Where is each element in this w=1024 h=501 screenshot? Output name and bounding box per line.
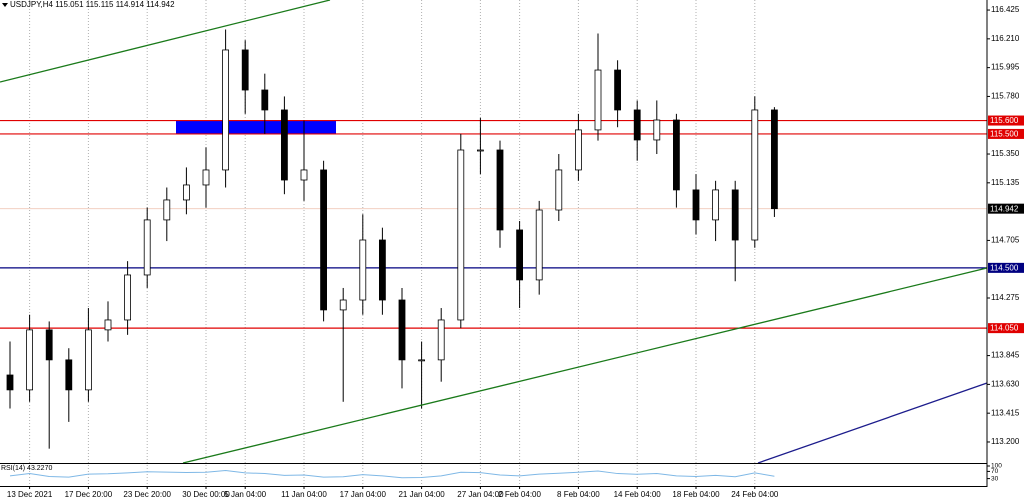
candle-body — [535, 209, 543, 281]
x-tick-label: 5 Jan 04:00 — [224, 490, 266, 499]
trend-line — [182, 267, 988, 464]
candle-body — [457, 149, 465, 321]
trend-line — [757, 382, 988, 464]
last-price-label: 114.942 — [990, 204, 1019, 213]
candle-body — [378, 239, 386, 301]
y-tick-label: 113.200 — [991, 437, 1020, 446]
y-tick-label: 114.275 — [991, 293, 1020, 302]
rsi-tick-label: 70 — [991, 468, 999, 475]
candle-body — [124, 274, 131, 321]
y-tick-label: 115.135 — [991, 178, 1020, 187]
candle-body — [182, 184, 190, 201]
level-label: 114.500 — [990, 263, 1019, 272]
y-tick-label: 114.705 — [991, 236, 1020, 245]
x-tick-label: 18 Feb 04:00 — [672, 490, 720, 499]
last-price-bg — [988, 203, 1024, 214]
candle-body — [555, 169, 563, 211]
candle-body — [731, 189, 739, 241]
objects-layer — [0, 119, 987, 329]
rsi-tick-label: 100 — [991, 463, 1002, 470]
x-tick-label: 30 Dec 00:00 — [182, 490, 230, 499]
level-label-bg — [988, 262, 1024, 273]
candle-body — [771, 109, 778, 210]
y-tick-label: 115.995 — [991, 63, 1020, 72]
x-tick-label: 17 Dec 20:00 — [65, 490, 113, 499]
candle-body — [614, 69, 621, 111]
x-tick-label: 24 Feb 04:00 — [731, 490, 779, 499]
y-tick-label: 116.210 — [991, 34, 1020, 43]
candle-body — [6, 374, 14, 391]
candle-body — [320, 169, 328, 311]
candle-body — [476, 149, 484, 152]
candle-body — [594, 69, 602, 131]
candle-body — [339, 299, 347, 311]
x-tick-label: 11 Jan 04:00 — [281, 490, 327, 499]
rsi-title: RSI(14) 43.2270 — [1, 465, 52, 472]
zone — [176, 120, 336, 134]
candle-body — [261, 89, 269, 111]
candle-body — [359, 239, 367, 301]
candle-body — [575, 129, 582, 171]
candle-body — [673, 119, 680, 191]
y-tick-label: 113.845 — [991, 351, 1020, 360]
candle-body — [65, 359, 73, 391]
candle-body — [45, 329, 53, 361]
chart-title: USDJPY,H4 115.051 115.115 114.914 114.94… — [10, 0, 175, 9]
candle-body — [633, 109, 641, 141]
candle-body — [418, 359, 426, 362]
candle-body — [437, 319, 445, 361]
rsi-line — [9, 469, 775, 479]
y-tick-label: 113.415 — [991, 408, 1020, 417]
y-tick-label: 113.630 — [991, 379, 1020, 388]
level-label-bg — [988, 128, 1024, 139]
x-tick-label: 2 Feb 04:00 — [498, 490, 541, 499]
candle-body — [712, 189, 719, 221]
level-label-bg — [988, 115, 1024, 126]
candles-layer — [6, 29, 778, 479]
x-tick-label: 14 Feb 04:00 — [614, 490, 662, 499]
candle-body — [653, 119, 661, 141]
candle-body — [143, 219, 151, 276]
candle-body — [300, 169, 308, 181]
candle-body — [222, 49, 230, 171]
level-label: 115.500 — [990, 130, 1019, 139]
x-tick-label: 8 Feb 04:00 — [557, 490, 600, 499]
candle-body — [692, 189, 700, 221]
candle-body — [26, 329, 34, 391]
candle-body — [104, 319, 112, 331]
candle-body — [280, 109, 288, 181]
level-label: 115.600 — [990, 116, 1019, 125]
candle-body — [163, 199, 171, 221]
level-label: 114.050 — [990, 324, 1019, 333]
candle-body — [516, 229, 523, 281]
y-tick-label: 115.350 — [991, 149, 1020, 158]
level-label-bg — [988, 323, 1024, 334]
menu-arrow — [2, 3, 8, 7]
y-tick-label: 116.425 — [991, 5, 1020, 14]
rsi-tick-label: 30 — [991, 475, 999, 482]
candle-body — [398, 299, 406, 361]
trend-line — [0, 0, 331, 83]
candle-body — [241, 49, 249, 91]
y-tick-label: 115.780 — [991, 92, 1020, 101]
x-tick-label: 23 Dec 20:00 — [123, 490, 171, 499]
candle-body — [496, 149, 504, 231]
axes-layer: 116.425 116.210 115.995 115.780 115.350 115.1… — [7, 5, 1024, 499]
x-tick-label: 17 Jan 04:00 — [340, 490, 387, 499]
x-tick-label: 21 Jan 04:00 — [398, 490, 445, 499]
candle-body — [751, 109, 759, 241]
x-tick-label: 27 Jan 04:00 — [457, 490, 504, 499]
x-tick-label: 13 Dec 2021 — [7, 490, 53, 499]
candle-body — [202, 169, 210, 186]
candle-body — [85, 329, 92, 391]
